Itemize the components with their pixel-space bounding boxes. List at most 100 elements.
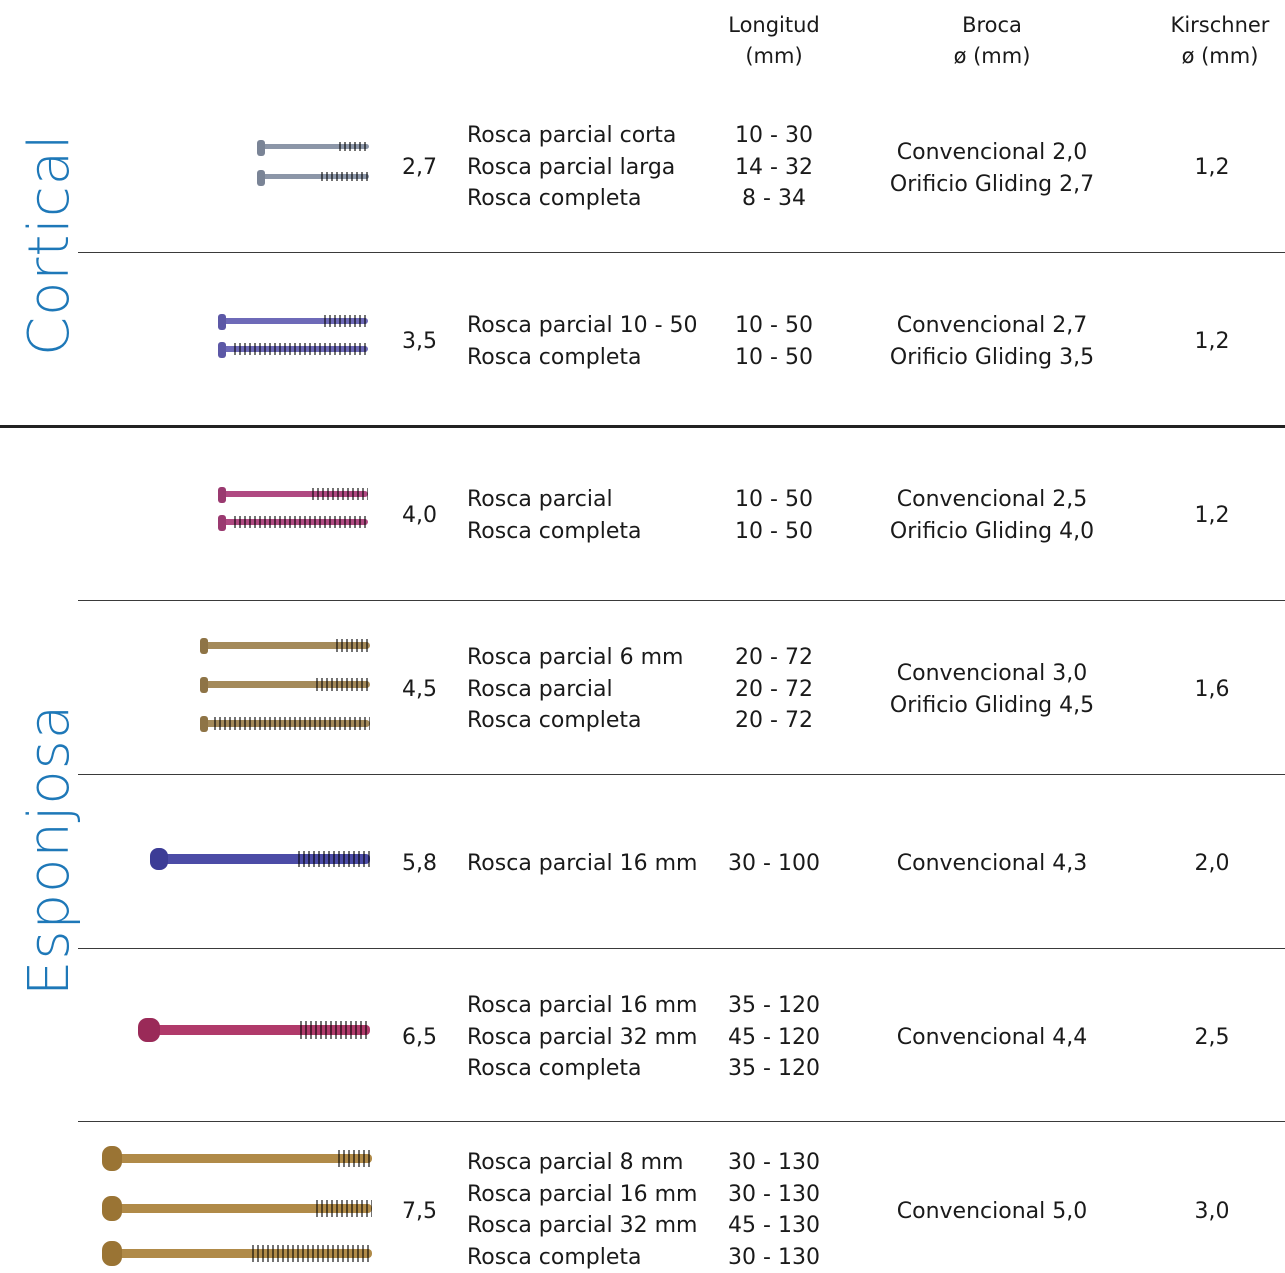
thread-types: Rosca parcial 8 mm Rosca parcial 16 mm R…	[467, 1147, 697, 1273]
kirschner-wire: 2,0	[1166, 848, 1258, 880]
screw-icon	[261, 174, 369, 179]
header-broca-unit: ø (mm)	[862, 41, 1122, 72]
thread-type: Rosca parcial 32 mm	[467, 1022, 697, 1054]
length-range: 30 - 100	[705, 848, 843, 880]
screw-icon	[158, 854, 370, 864]
length-range: 30 - 130	[705, 1179, 843, 1211]
header-kirschner: Kirschner ø (mm)	[1160, 10, 1280, 72]
length-range: 10 - 30	[705, 120, 843, 152]
kirschner-wire: 1,2	[1166, 152, 1258, 184]
drill-size: Orificio Gliding 3,5	[862, 342, 1122, 374]
header-kirschner-unit: ø (mm)	[1160, 41, 1280, 72]
screw-icon	[112, 1154, 372, 1163]
length-range: 20 - 72	[705, 674, 843, 706]
screw-diameter: 6,5	[402, 1022, 437, 1054]
thread-type: Rosca parcial 6 mm	[467, 642, 683, 674]
thread-type: Rosca completa	[467, 705, 683, 737]
length-range: 30 - 130	[705, 1242, 843, 1273]
thread-type: Rosca completa	[467, 1242, 697, 1273]
length-range: 10 - 50	[705, 516, 843, 548]
screw-diameter: 7,5	[402, 1196, 437, 1228]
length-range: 8 - 34	[705, 183, 843, 215]
kirschner-wire: 1,2	[1166, 326, 1258, 358]
thread-type: Rosca completa	[467, 342, 698, 374]
screw-icon	[204, 681, 370, 688]
kirschner-wire: 1,2	[1166, 500, 1258, 532]
lengths: 30 - 130 30 - 130 45 - 130 30 - 130	[705, 1147, 843, 1273]
thread-types: Rosca parcial Rosca completa	[467, 484, 642, 547]
screw-icon	[112, 1249, 372, 1258]
drill-size: Orificio Gliding 4,0	[862, 516, 1122, 548]
screw-diameter: 3,5	[402, 326, 437, 358]
thread-type: Rosca parcial corta	[467, 120, 676, 152]
length-range: 35 - 120	[705, 1053, 843, 1085]
header-broca-title: Broca	[862, 10, 1122, 41]
drill-size: Convencional 4,3	[862, 848, 1122, 880]
row-divider	[78, 252, 1285, 253]
thread-type: Rosca completa	[467, 1053, 697, 1085]
lengths: 35 - 120 45 - 120 35 - 120	[705, 990, 843, 1085]
thread-type: Rosca completa	[467, 516, 642, 548]
thread-types: Rosca parcial 10 - 50 Rosca completa	[467, 310, 698, 373]
screw-icon	[261, 144, 369, 149]
section-divider	[0, 425, 1285, 428]
thread-type: Rosca parcial	[467, 674, 683, 706]
row-divider	[78, 948, 1285, 949]
length-range: 35 - 120	[705, 990, 843, 1022]
screw-image-2-7	[255, 140, 371, 190]
thread-type: Rosca completa	[467, 183, 676, 215]
drill-size: Convencional 2,5	[862, 484, 1122, 516]
drill-sizes: Convencional 3,0 Orificio Gliding 4,5	[862, 658, 1122, 721]
screw-icon	[148, 1025, 370, 1035]
drill-size: Orificio Gliding 2,7	[862, 169, 1122, 201]
screw-icon	[204, 642, 370, 649]
screw-image-4-5	[196, 636, 372, 736]
screw-image-4-0	[214, 486, 370, 534]
thread-type: Rosca parcial 16 mm	[467, 990, 697, 1022]
kirschner-wire: 3,0	[1166, 1196, 1258, 1228]
screw-icon	[222, 519, 368, 525]
length-range: 45 - 130	[705, 1210, 843, 1242]
kirschner-wire: 1,6	[1166, 674, 1258, 706]
drill-sizes: Convencional 4,4	[862, 1022, 1122, 1054]
screw-diameter: 4,5	[402, 674, 437, 706]
drill-sizes: Convencional 5,0	[862, 1196, 1122, 1228]
kirschner-wire: 2,5	[1166, 1022, 1258, 1054]
drill-size: Convencional 2,0	[862, 137, 1122, 169]
screw-icon	[222, 318, 368, 324]
thread-types: Rosca parcial corta Rosca parcial larga …	[467, 120, 676, 215]
section-label-cortical: Cortical	[18, 156, 82, 356]
header-longitud: Longitud (mm)	[705, 10, 843, 72]
header-longitud-unit: (mm)	[705, 41, 843, 72]
drill-size: Orificio Gliding 4,5	[862, 690, 1122, 722]
lengths: 20 - 72 20 - 72 20 - 72	[705, 642, 843, 737]
lengths: 10 - 30 14 - 32 8 - 34	[705, 120, 843, 215]
screw-image-5-8	[146, 845, 372, 875]
length-range: 20 - 72	[705, 642, 843, 674]
thread-type: Rosca parcial 16 mm	[467, 1179, 697, 1211]
screw-icon	[222, 346, 368, 352]
section-label-esponjosa: Esponjosa	[18, 720, 82, 996]
header-broca: Broca ø (mm)	[862, 10, 1122, 72]
length-range: 14 - 32	[705, 152, 843, 184]
thread-types: Rosca parcial 6 mm Rosca parcial Rosca c…	[467, 642, 683, 737]
screw-image-3-5	[214, 313, 370, 361]
drill-sizes: Convencional 2,7 Orificio Gliding 3,5	[862, 310, 1122, 373]
lengths: 10 - 50 10 - 50	[705, 484, 843, 547]
drill-sizes: Convencional 4,3	[862, 848, 1122, 880]
thread-type: Rosca parcial 16 mm	[467, 848, 697, 880]
thread-type: Rosca parcial 10 - 50	[467, 310, 698, 342]
drill-size: Convencional 2,7	[862, 310, 1122, 342]
drill-size: Convencional 5,0	[862, 1196, 1122, 1228]
drill-size: Convencional 4,4	[862, 1022, 1122, 1054]
lengths: 10 - 50 10 - 50	[705, 310, 843, 373]
row-divider	[78, 600, 1285, 601]
length-range: 30 - 130	[705, 1147, 843, 1179]
length-range: 10 - 50	[705, 484, 843, 516]
screw-image-7-5	[98, 1140, 374, 1269]
screw-icon	[222, 491, 368, 497]
screw-image-6-5	[134, 1016, 372, 1046]
thread-type: Rosca parcial 8 mm	[467, 1147, 697, 1179]
screw-diameter: 2,7	[402, 152, 437, 184]
thread-type: Rosca parcial	[467, 484, 642, 516]
